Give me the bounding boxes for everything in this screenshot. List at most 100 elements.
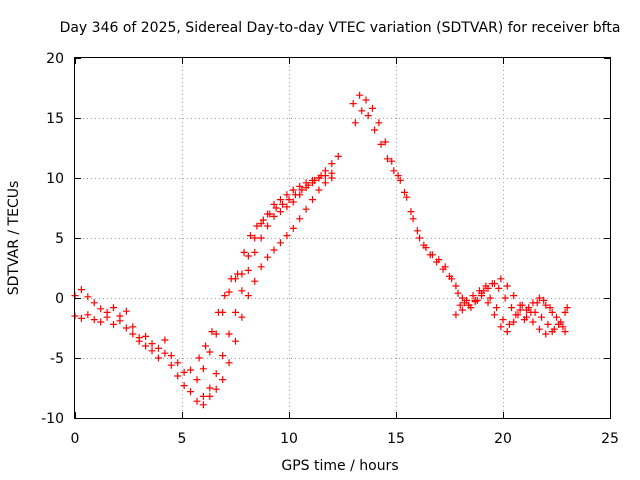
data-point (542, 301, 550, 309)
data-point (495, 284, 503, 292)
data-point (471, 296, 479, 304)
data-point (535, 294, 543, 302)
y-tick-label: 20 (46, 51, 64, 67)
data-point (413, 227, 421, 235)
data-point (555, 320, 563, 328)
data-point (77, 314, 85, 322)
data-point (407, 208, 415, 216)
data-point (520, 316, 528, 324)
data-point (214, 308, 222, 316)
data-point (227, 275, 235, 283)
data-point (122, 307, 130, 315)
x-tick-label: 15 (387, 431, 405, 447)
data-point (195, 354, 203, 362)
data-point (435, 256, 443, 264)
data-point (548, 308, 556, 316)
data-point (264, 253, 272, 261)
axis-ticks (75, 58, 611, 419)
data-point (416, 234, 424, 242)
data-point (232, 308, 239, 316)
data-point (514, 311, 522, 319)
x-tick-label: 0 (71, 431, 80, 447)
plot-frame (74, 57, 611, 419)
data-point (505, 320, 513, 328)
data-point (90, 316, 98, 324)
data-point (484, 299, 492, 307)
data-point (497, 323, 505, 331)
data-point (403, 193, 411, 201)
data-point (527, 308, 535, 316)
data-point (475, 287, 483, 295)
data-point (499, 316, 507, 324)
data-point (533, 299, 541, 307)
data-point (208, 328, 216, 336)
data-point (486, 294, 494, 302)
data-point (219, 376, 227, 384)
data-point (276, 208, 284, 216)
data-point (321, 179, 329, 187)
data-point (561, 308, 569, 316)
data-point (142, 332, 150, 340)
data-point (349, 100, 357, 108)
data-point (110, 320, 118, 328)
data-point (225, 359, 233, 367)
data-point (298, 186, 306, 194)
x-tick-labels: 0 5 10 15 20 25 (71, 431, 619, 447)
data-point (553, 313, 560, 321)
data-point (193, 397, 201, 405)
chart-title: Day 346 of 2025, Sidereal Day-to-day VTE… (60, 20, 621, 36)
data-point (538, 313, 546, 321)
data-point (234, 270, 242, 278)
data-point (225, 288, 233, 296)
data-point (129, 323, 137, 331)
data-point (544, 320, 552, 328)
data-point (251, 248, 259, 256)
data-point (240, 248, 248, 256)
data-point (315, 186, 323, 194)
data-point (523, 306, 531, 314)
x-tick-label: 10 (280, 431, 298, 447)
data-point (452, 311, 460, 319)
data-point (448, 275, 456, 283)
data-point (285, 196, 293, 204)
data-point (493, 304, 501, 312)
data-point (302, 205, 310, 213)
data-point (377, 140, 385, 148)
data-point (296, 182, 304, 190)
data-point (266, 210, 274, 218)
data-point (296, 215, 304, 223)
data-point (381, 138, 389, 146)
data-point (238, 287, 246, 295)
data-point (289, 186, 297, 194)
series-track-6 (351, 107, 571, 333)
data-point (90, 299, 98, 307)
x-axis-label: GPS time / hours (281, 458, 398, 474)
y-tick-label: 10 (46, 171, 64, 187)
data-point (311, 176, 319, 184)
data-point (193, 376, 201, 384)
data-point (110, 304, 118, 312)
data-point (529, 318, 537, 326)
data-point (289, 198, 297, 206)
data-point (276, 239, 284, 247)
data-point (458, 306, 466, 314)
data-point (148, 347, 156, 355)
data-point (465, 301, 473, 309)
data-point (116, 312, 124, 320)
data-point (244, 252, 252, 260)
y-tick-labels: -10 -5 0 5 10 15 20 (41, 51, 64, 427)
data-point (129, 330, 137, 338)
data-point (356, 91, 364, 99)
data-point (264, 222, 272, 230)
x-tick-label: 20 (494, 431, 512, 447)
data-point (154, 354, 162, 362)
data-point (309, 196, 317, 204)
data-point (142, 342, 150, 350)
data-point (84, 293, 92, 301)
data-point (206, 392, 214, 400)
data-point (304, 181, 312, 189)
data-point (396, 176, 404, 184)
data-point (540, 296, 548, 304)
data-point (154, 344, 162, 352)
